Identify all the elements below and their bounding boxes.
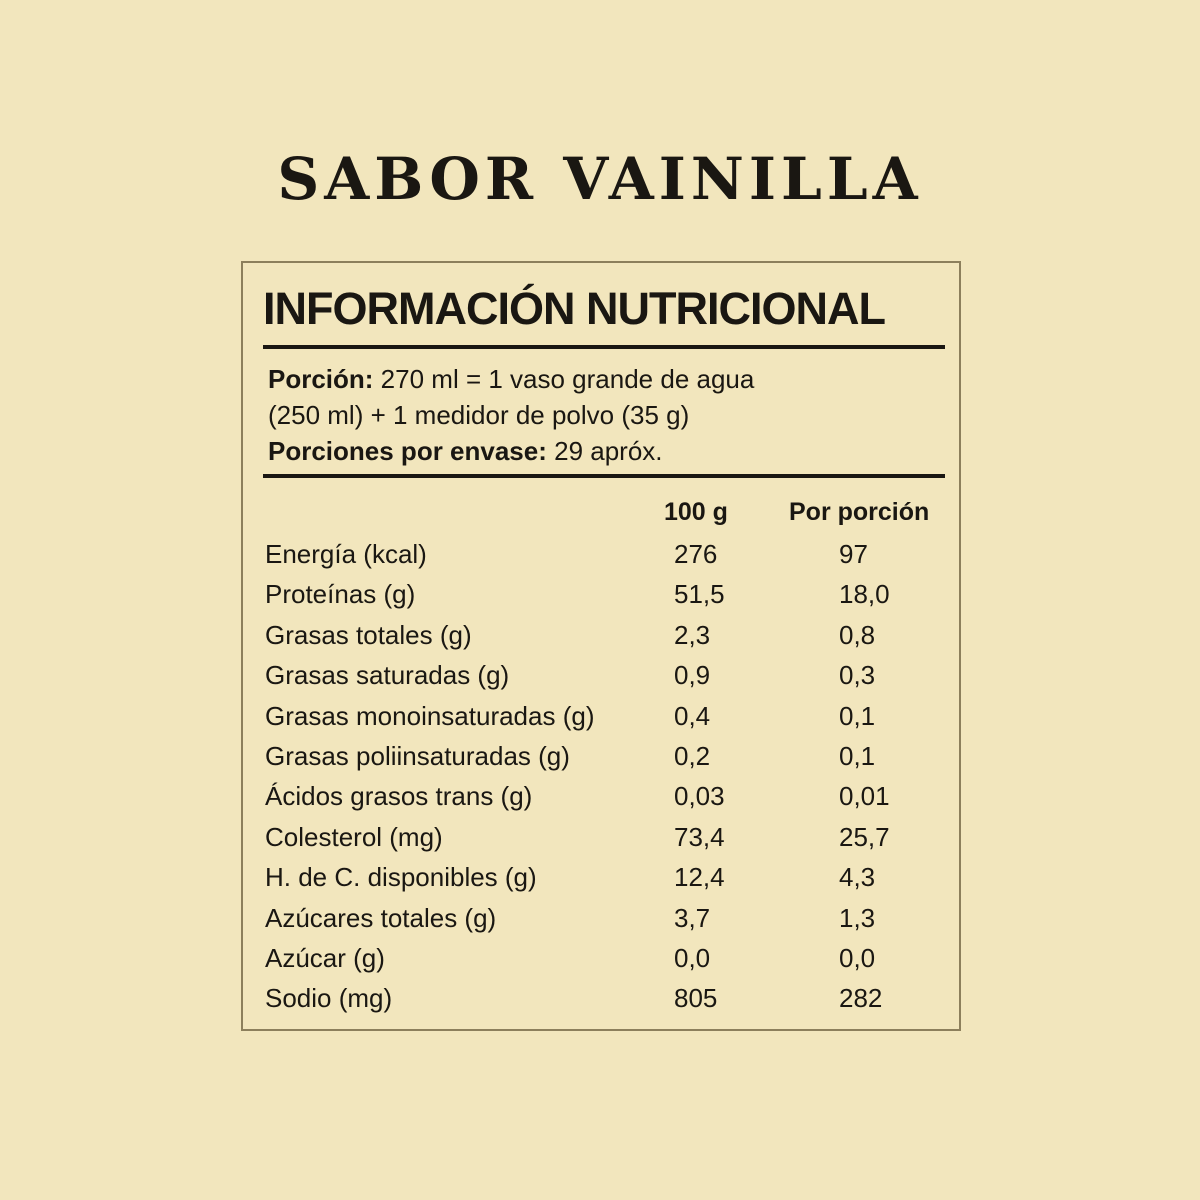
value-per-serving: 1,3 [839, 902, 876, 933]
value-per-100g: 0,9 [674, 660, 711, 691]
servings-label: Porciones por envase: [268, 436, 547, 466]
nutrient-name: Ácidos grasos trans (g) [265, 781, 533, 812]
table-row: Grasas monoinsaturadas (g) 0,4 0,1 [265, 701, 955, 741]
nutrient-name: Grasas totales (g) [265, 619, 472, 650]
table-row: Grasas saturadas (g) 0,9 0,3 [265, 660, 955, 700]
value-per-serving: 97 [839, 539, 868, 569]
column-header-per-serving: Por porción [789, 498, 930, 526]
value-per-serving: 0,8 [839, 619, 876, 650]
value-per-100g: 0,2 [674, 741, 711, 771]
value-per-100g: 0,03 [674, 781, 725, 812]
nutrient-name: Azúcar (g) [265, 943, 385, 973]
nutrient-name: Sodio (mg) [265, 983, 393, 1014]
table-row: Ácidos grasos trans (g) 0,03 0,01 [265, 781, 955, 821]
nutrient-name: Grasas monoinsaturadas (g) [265, 700, 595, 731]
value-per-100g: 73,4 [674, 821, 725, 852]
table-row: Colesterol (mg) 73,4 25,7 [265, 822, 955, 862]
table-row: Azúcar (g) 0,0 0,0 [265, 943, 955, 983]
value-per-serving: 0,01 [839, 781, 890, 812]
value-per-serving: 282 [839, 983, 883, 1014]
table-row: Energía (kcal) 276 97 [265, 539, 955, 579]
value-per-100g: 51,5 [674, 579, 725, 610]
nutrient-name: Grasas saturadas (g) [265, 660, 510, 691]
table-row: Azúcares totales (g) 3,7 1,3 [265, 903, 955, 943]
portion-label: Porción: [268, 364, 374, 394]
value-per-serving: 25,7 [839, 821, 890, 852]
table-row: H. de C. disponibles (g) 12,4 4,3 [265, 862, 955, 902]
table-row: Proteínas (g) 51,5 18,0 [265, 579, 955, 619]
value-per-100g: 12,4 [674, 862, 725, 893]
table-row: Grasas poliinsaturadas (g) 0,2 0,1 [265, 741, 955, 781]
value-per-serving: 4,3 [839, 862, 876, 893]
value-per-serving: 0,1 [839, 741, 876, 771]
value-per-100g: 2,3 [674, 619, 711, 650]
value-per-100g: 805 [674, 983, 718, 1014]
value-per-100g: 276 [674, 539, 718, 569]
value-per-serving: 0,3 [839, 660, 876, 691]
column-header-100g: 100 g [664, 498, 728, 526]
value-per-serving: 18,0 [839, 579, 890, 610]
portion-value-2: (250 ml) + 1 medidor de polvo (35 g) [268, 400, 690, 430]
value-per-100g: 0,0 [674, 943, 711, 973]
value-per-serving: 0,1 [839, 700, 876, 731]
divider [263, 474, 945, 478]
value-per-100g: 0,4 [674, 700, 711, 731]
nutrient-name: Energía (kcal) [265, 539, 427, 569]
value-per-serving: 0,0 [839, 943, 876, 973]
nutrient-name: H. de C. disponibles (g) [265, 862, 537, 893]
value-per-100g: 3,7 [674, 902, 711, 933]
servings-value: 29 apróx. [546, 436, 663, 466]
divider [263, 345, 945, 349]
portion-info: Porción: 270 ml = 1 vaso grande de agua … [268, 361, 754, 469]
nutrient-name: Azúcares totales (g) [265, 902, 497, 933]
nutrition-heading: INFORMACIÓN NUTRICIONAL [263, 283, 886, 334]
page-title: SABOR VAINILLA [277, 145, 923, 213]
nutrient-name: Proteínas (g) [265, 579, 416, 610]
nutrition-facts-panel: INFORMACIÓN NUTRICIONAL Porción: 270 ml … [241, 261, 961, 1031]
nutrient-name: Colesterol (mg) [265, 821, 443, 852]
table-row: Grasas totales (g) 2,3 0,8 [265, 620, 955, 660]
portion-value: 270 ml = 1 vaso grande de agua [373, 364, 755, 394]
nutrient-name: Grasas poliinsaturadas (g) [265, 741, 570, 771]
table-row: Sodio (mg) 805 282 [265, 983, 955, 1023]
